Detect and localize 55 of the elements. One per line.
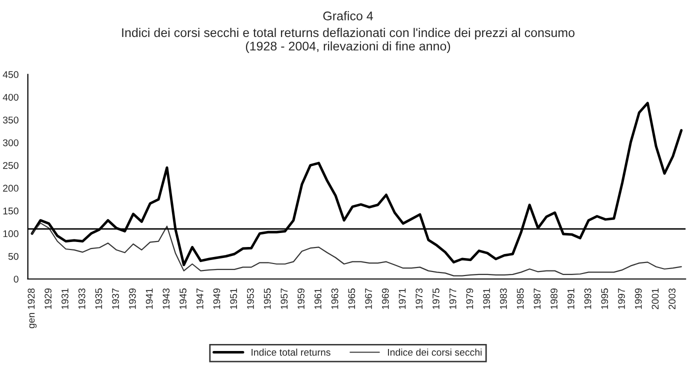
x-tick-label: 1997 <box>618 288 625 309</box>
x-tick-label: 1955 <box>264 288 271 309</box>
y-tick-label: 400 <box>2 94 18 101</box>
x-tick-label: 1939 <box>128 288 136 309</box>
x-tick-label: 1971 <box>398 288 406 309</box>
x-tick-label: 1965 <box>348 288 356 309</box>
x-tick-label: 1941 <box>146 288 153 309</box>
x-tick-label: 1937 <box>112 288 119 309</box>
x-tick-label: 1931 <box>62 288 68 309</box>
x-tick-label: 1995 <box>601 288 608 309</box>
x-tick-label: 1933 <box>78 288 86 309</box>
x-tick-label: 1987 <box>534 288 541 309</box>
x-tick-label: 1993 <box>584 288 592 309</box>
y-tick-label: 200 <box>3 184 18 192</box>
x-tick-label: 1953 <box>247 288 254 309</box>
x-tick-label: 1985 <box>516 288 524 309</box>
y-tick-label: 100 <box>3 230 18 238</box>
y-tick-label: 350 <box>2 116 18 124</box>
chart-subtitle: Indici dei corsi secchi e total returns deflazionati con l'indice dei prezzi al consumo (1928 - 2004, rilevazioni di fine anno) <box>122 28 574 54</box>
x-tick-label: 1973 <box>416 288 423 309</box>
y-tick-label: 150 <box>3 208 18 214</box>
y-tick-label: 0 <box>14 276 18 283</box>
line-series <box>32 222 682 276</box>
x-tick-label: 1979 <box>466 288 474 309</box>
line-series <box>30 102 683 266</box>
y-tick-label: 250 <box>3 162 18 169</box>
x-tick-label: 1991 <box>567 288 574 309</box>
x-tick-label: 1967 <box>365 288 372 309</box>
x-tick-label: 1977 <box>449 288 456 309</box>
x-tick-label: 1975 <box>432 288 440 309</box>
x-tick-label: 1981 <box>483 288 490 309</box>
x-tick-label: 1949 <box>213 288 220 309</box>
legend-label: Indice total returns <box>252 348 330 356</box>
x-tick-label: 1945 <box>180 288 186 309</box>
x-tick-label: gen 1928 <box>28 288 37 328</box>
legend-label: Indice dei corsi secchi <box>388 348 482 356</box>
x-tick-label: 1943 <box>162 288 170 309</box>
x-tick-label: 1983 <box>500 288 507 309</box>
chart-title: Grafico 4 <box>323 11 373 20</box>
x-tick-label: 1957 <box>280 288 288 309</box>
x-tick-label: 2001 <box>652 288 659 310</box>
x-tick-label: 2003 <box>668 288 676 310</box>
y-tick-label: 300 <box>2 139 18 146</box>
y-tick-label: 50 <box>8 253 18 260</box>
x-tick-label: 1935 <box>95 288 102 309</box>
y-tick-label: 450 <box>2 71 18 78</box>
x-tick-label: 1947 <box>196 288 204 309</box>
x-tick-label: 1951 <box>230 288 238 309</box>
x-tick-label: 1963 <box>331 288 338 309</box>
x-tick-label: 1999 <box>634 288 642 309</box>
x-tick-label: 1929 <box>44 288 52 309</box>
x-tick-label: 1961 <box>314 288 322 309</box>
x-tick-label: 1989 <box>550 288 558 309</box>
x-tick-label: 1959 <box>298 288 304 309</box>
x-tick-label: 1969 <box>382 288 389 309</box>
